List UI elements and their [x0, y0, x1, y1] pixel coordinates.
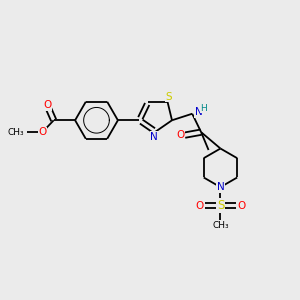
Text: O: O: [196, 201, 204, 211]
Text: CH₃: CH₃: [212, 221, 229, 230]
Text: CH₃: CH₃: [8, 128, 25, 137]
Text: S: S: [217, 199, 224, 212]
Text: N: N: [150, 132, 158, 142]
Text: O: O: [38, 127, 46, 137]
Text: O: O: [43, 100, 51, 110]
Text: O: O: [176, 130, 184, 140]
Text: H: H: [200, 104, 207, 113]
Text: N: N: [217, 182, 224, 192]
Text: O: O: [237, 201, 245, 211]
Text: S: S: [166, 92, 172, 101]
Text: N: N: [195, 107, 202, 117]
